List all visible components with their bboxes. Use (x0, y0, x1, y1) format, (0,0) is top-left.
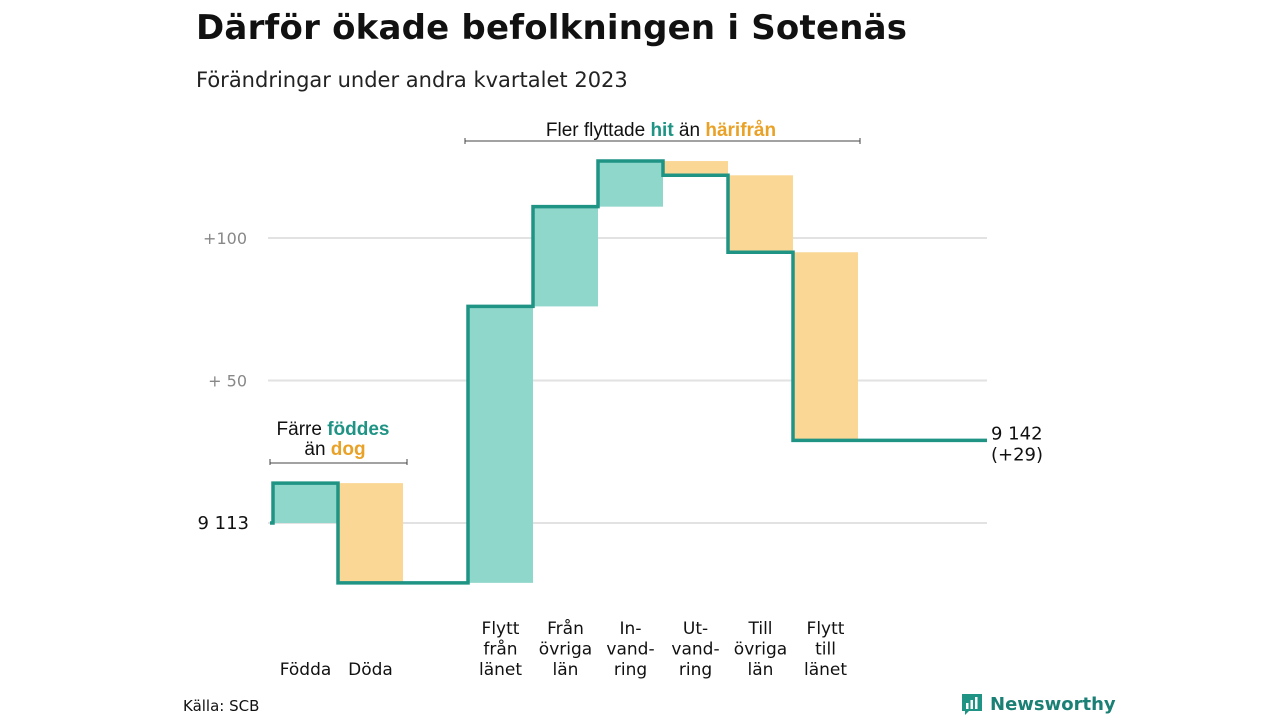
source-note: Källa: SCB (183, 697, 260, 715)
start-value-label: 9 113 (197, 513, 249, 534)
chart-title: Därför ökade befolkningen i Sotenäs (196, 8, 908, 48)
category-label: Till (747, 619, 772, 639)
waterfall-bar (338, 483, 403, 583)
category-label: Döda (348, 660, 393, 680)
newsworthy-logo: Newsworthy (960, 692, 1116, 716)
waterfall-bar (663, 161, 728, 176)
category-label: Flytt (482, 619, 520, 639)
category-label: vand- (671, 640, 719, 660)
waterfall-bar (728, 175, 793, 253)
waterfall-bar (533, 206, 598, 307)
category-label: övriga (539, 640, 592, 660)
category-label: län (748, 660, 774, 680)
annotation-births-deaths-line1: Färre föddes (277, 419, 390, 440)
waterfall-bar (598, 161, 663, 207)
annotation-fragment: härifrån (705, 120, 776, 141)
end-change-label: (+29) (991, 444, 1043, 465)
category-label: Födda (280, 660, 332, 680)
chart-subtitle: Förändringar under andra kvartalet 2023 (196, 68, 628, 92)
category-label: från (483, 639, 517, 660)
category-label: länet (479, 660, 522, 680)
category-label: till (815, 640, 836, 660)
category-label: vand- (606, 640, 654, 660)
y-tick-label: +100 (203, 229, 247, 248)
category-label: län (553, 660, 579, 680)
annotation-fragment: än (304, 439, 330, 460)
category-label: Från (547, 618, 584, 639)
annotation-bracket (269, 459, 408, 465)
annotation-fragment: Färre (277, 419, 328, 440)
annotation-births-deaths-line2: än dog (304, 439, 365, 460)
category-label: länet (804, 660, 847, 680)
annotation-fragment: dog (331, 439, 366, 460)
logo-text: Newsworthy (990, 693, 1116, 715)
end-value-label: 9 142 (991, 423, 1043, 444)
annotation-fragment: än (674, 120, 706, 141)
annotation-fragment: Fler flyttade (546, 120, 651, 141)
waterfall-bar (468, 306, 533, 583)
category-label: In- (620, 619, 642, 639)
category-label: ring (679, 660, 712, 680)
annotation-fragment: hit (650, 120, 674, 141)
category-label: Flytt (807, 619, 845, 639)
waterfall-bar (793, 252, 858, 441)
waterfall-bar (273, 483, 338, 523)
annotation-migration: Fler flyttade hit än härifrån (546, 120, 776, 141)
annotation-bracket (464, 138, 861, 144)
category-label: Ut- (683, 619, 708, 639)
annotation-fragment: föddes (327, 419, 389, 440)
y-tick-label: + 50 (208, 372, 247, 391)
category-label: övriga (734, 640, 787, 660)
bar-chart-logo-icon (962, 694, 982, 715)
category-label: ring (614, 660, 647, 680)
cumulative-step-line (270, 159, 987, 585)
